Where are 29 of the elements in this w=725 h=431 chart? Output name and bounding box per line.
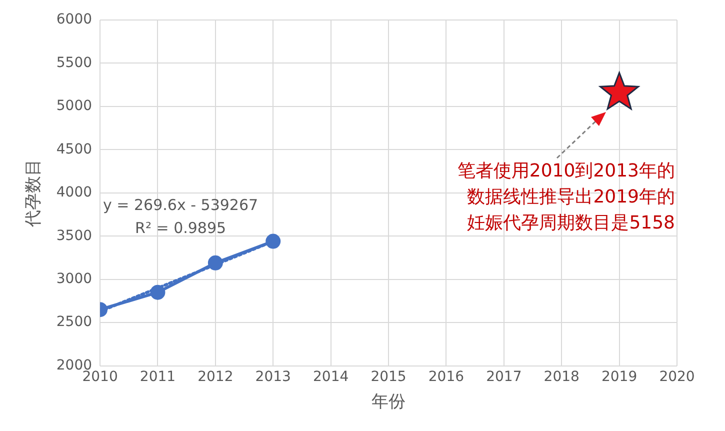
y-tick-label: 4500	[56, 141, 92, 158]
annotation: 笔者使用2010到2013年的	[457, 160, 675, 182]
x-tick-label: 2018	[544, 368, 580, 385]
y-tick-label: 3500	[56, 228, 92, 244]
annotation: 妊娠代孕周期数目是5158	[467, 212, 675, 234]
point	[150, 284, 166, 300]
annotation: y = 269.6x - 539267	[103, 196, 258, 214]
y-tick-label: 3000	[56, 270, 92, 287]
y-tick-label: 5500	[56, 54, 92, 71]
point	[266, 234, 281, 249]
x-axis-title: 年份	[372, 392, 406, 412]
x-tick-label: 2019	[601, 368, 638, 385]
x-tick-label: 2016	[428, 368, 464, 385]
point	[600, 72, 640, 110]
y-tick-label: 6000	[56, 12, 92, 28]
annotation: 数据线性推导出2019年的	[467, 186, 675, 208]
y-tick-label: 5000	[56, 98, 92, 114]
x-tick-label: 2012	[198, 368, 234, 385]
x-tick-label: 2020	[659, 368, 695, 385]
annotation: R² = 0.9895	[135, 218, 226, 237]
y-tick-label: 4000	[56, 184, 92, 201]
point	[208, 255, 223, 270]
x-tick-label: 2017	[486, 368, 522, 385]
y-axis-title: 代孕数目	[24, 158, 44, 228]
x-tick-label: 2011	[140, 368, 176, 385]
x-tick-label: 2013	[255, 368, 291, 385]
y-tick-label: 2500	[56, 314, 92, 330]
x-tick-label: 2014	[312, 368, 349, 385]
x-tick-label: 2015	[370, 368, 406, 385]
